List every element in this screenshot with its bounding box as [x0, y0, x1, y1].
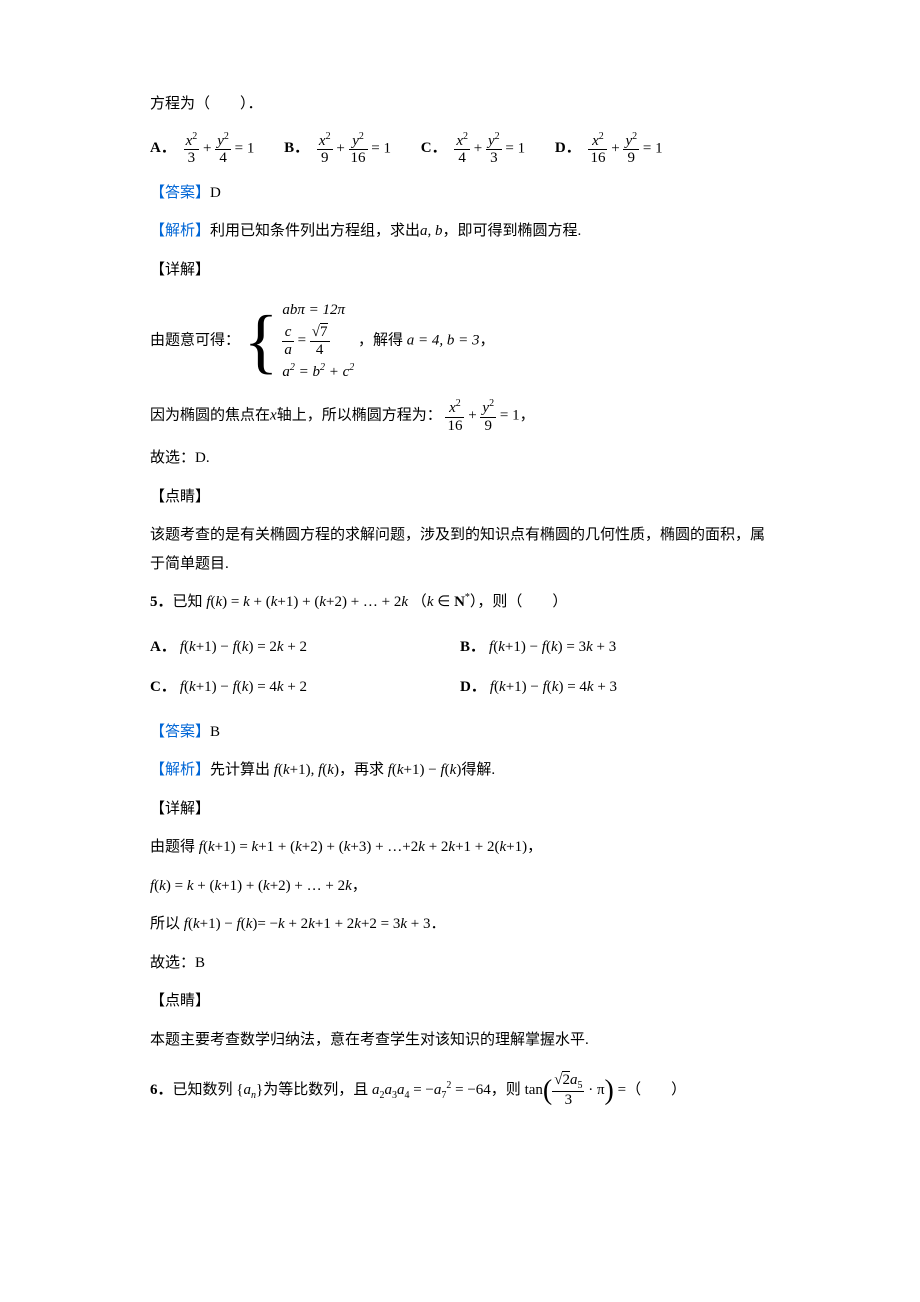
- q4-detail-label: 【详解】: [150, 256, 770, 285]
- q5-number: 5．: [150, 594, 173, 610]
- q5-option-d: D．f(k+1) − f(k) = 4k + 3: [460, 673, 770, 702]
- q5-line3: 所以 f(k+1) − f(k)= −k + 2k+1 + 2k+2 = 3k …: [150, 910, 770, 939]
- q5-fn: f: [206, 594, 210, 610]
- given-prefix: 由题意可得：: [150, 332, 240, 348]
- q4-system-line: 由题意可得： { abπ = 12π ca = √74 a2 = b2 + c2…: [150, 294, 770, 388]
- q5-stem: 5．已知 f(k) = k + (k+1) + (k+2) + … + 2k （…: [150, 588, 770, 617]
- line1-pre: 由题得: [150, 839, 195, 855]
- answer-label: 【答案】: [150, 185, 210, 201]
- answer-value: D: [210, 185, 221, 201]
- q6-stem-pre: 已知数列: [173, 1082, 233, 1098]
- q5-line1: 由题得 f(k+1) = k+1 + (k+2) + (k+3) + …+2k …: [150, 833, 770, 862]
- analysis-label: 【解析】: [150, 223, 210, 239]
- q4-answer: 【答案】D: [150, 179, 770, 208]
- q4-option-b: B． x29 + y216 = 1: [284, 131, 391, 167]
- q6-mid1: 为等比数列，且: [263, 1082, 368, 1098]
- q4-option-a: A． x23 + y24 = 1: [150, 131, 254, 167]
- q5-comment-label: 【点睛】: [150, 987, 770, 1016]
- q4-because-line: 因为椭圆的焦点在x轴上，所以椭圆方程为： x216 + y29 = 1，: [150, 398, 770, 434]
- document-page: 方程为（ ）． A． x23 + y24 = 1 B． x29 + y216 =…: [0, 0, 920, 1302]
- q5-option-b: B．f(k+1) − f(k) = 3k + 3: [460, 633, 770, 662]
- final-rhs: 1: [512, 407, 520, 423]
- analysis-tail: ，即可得到椭圆方程.: [443, 223, 582, 239]
- q6-number: 6．: [150, 1082, 173, 1098]
- q4-comment-text: 该题考查的是有关椭圆方程的求解问题，涉及到的知识点有椭圆的几何性质，椭圆的面积，…: [150, 521, 770, 578]
- q6-stem: 6．已知数列 {an}为等比数列，且 a2a3a4 = −a72 = −64，则…: [150, 1064, 770, 1117]
- option-label: A．: [150, 140, 176, 156]
- equation-system: { abπ = 12π ca = √74 a2 = b2 + c2: [244, 298, 354, 384]
- q6-tail: =（ ）: [618, 1082, 686, 1098]
- option-label: B．: [284, 140, 309, 156]
- line3-pre: 所以: [150, 916, 180, 932]
- q5-answer: 【答案】B: [150, 718, 770, 747]
- left-brace-icon: {: [244, 305, 279, 377]
- q4-therefore: 故选：D.: [150, 444, 770, 473]
- option-label: D．: [555, 140, 581, 156]
- analysis-tail: 得解.: [461, 762, 495, 778]
- option-label: C．: [421, 140, 447, 156]
- q4-options: A． x23 + y24 = 1 B． x29 + y216 = 1 C． x2…: [150, 131, 770, 167]
- q5-options: A．f(k+1) − f(k) = 2k + 2 B．f(k+1) − f(k)…: [150, 627, 770, 708]
- q5-detail-label: 【详解】: [150, 795, 770, 824]
- solve-suffix: ，解得: [358, 332, 403, 348]
- because-mid: 轴上，所以椭圆方程为：: [277, 407, 442, 423]
- q4-stem-fragment: 方程为（ ）．: [150, 90, 770, 119]
- q5-comment-text: 本题主要考查数学归纳法，意在考查学生对该知识的理解掌握水平.: [150, 1026, 770, 1055]
- answer-value: B: [210, 724, 220, 740]
- sys-row-3: a2 = b2 + c2: [282, 360, 354, 384]
- analysis-mid: ，再求: [339, 762, 384, 778]
- sys-row-1: abπ = 12π: [282, 298, 354, 322]
- q4-analysis: 【解析】利用已知条件列出方程组，求出a, b，即可得到椭圆方程.: [150, 217, 770, 246]
- analysis-text: 利用已知条件列出方程组，求出: [210, 223, 420, 239]
- because-pre: 因为椭圆的焦点在: [150, 407, 270, 423]
- q4-option-d: D． x216 + y29 = 1: [555, 131, 663, 167]
- q5-analysis: 【解析】先计算出 f(k+1), f(k)，再求 f(k+1) − f(k)得解…: [150, 756, 770, 785]
- q5-line2: f(k) = k + (k+1) + (k+2) + … + 2k，: [150, 872, 770, 901]
- q5-stem-pre: 已知: [173, 594, 203, 610]
- axis-var: x: [270, 407, 277, 423]
- analysis-label: 【解析】: [150, 762, 210, 778]
- analysis-pre: 先计算出: [210, 762, 270, 778]
- q5-therefore: 故选：B: [150, 949, 770, 978]
- q5-option-c: C．f(k+1) − f(k) = 4k + 2: [150, 673, 460, 702]
- q6-mid2: ，则: [491, 1082, 521, 1098]
- q5-option-a: A．f(k+1) − f(k) = 2k + 2: [150, 633, 460, 662]
- q4-option-c: C． x24 + y23 = 1: [421, 131, 525, 167]
- analysis-vars: a, b: [420, 223, 443, 239]
- solved-values: a = 4, b = 3: [407, 332, 480, 348]
- answer-label: 【答案】: [150, 724, 210, 740]
- sys-row-2: ca = √74: [282, 324, 354, 358]
- q4-comment-label: 【点睛】: [150, 483, 770, 512]
